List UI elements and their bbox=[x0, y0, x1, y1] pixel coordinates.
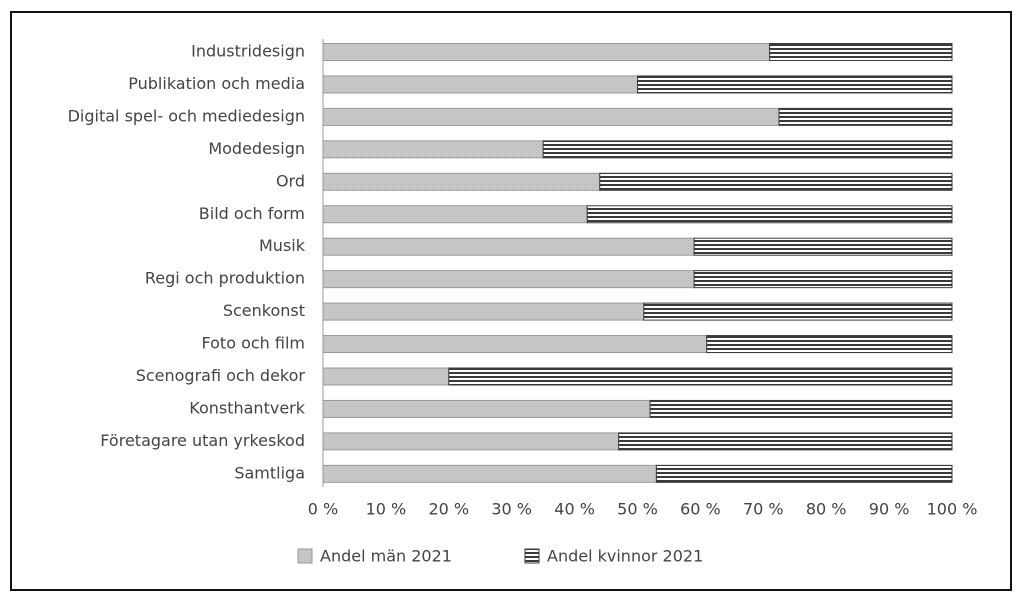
bar-segment bbox=[322, 367, 450, 386]
legend-label: Andel kvinnor 2021 bbox=[547, 547, 703, 566]
bar-segment bbox=[655, 464, 953, 483]
y-tick-label: Regi och produktion bbox=[145, 269, 305, 288]
x-tick-label: 0 % bbox=[308, 500, 338, 519]
bar-segment bbox=[599, 172, 953, 191]
x-tick-label: 90 % bbox=[869, 500, 910, 519]
y-tick-label: Bild och form bbox=[199, 204, 305, 223]
y-tick-label: Publikation och media bbox=[128, 74, 305, 93]
bar-segment bbox=[542, 140, 953, 159]
y-tick-label: Samtliga bbox=[234, 463, 305, 482]
bar-segment bbox=[322, 107, 780, 126]
bar-segment bbox=[322, 205, 588, 224]
legend-label: Andel män 2021 bbox=[320, 547, 452, 566]
bar-segment bbox=[322, 172, 601, 191]
legend-swatch bbox=[524, 548, 540, 564]
bar-segment bbox=[643, 302, 953, 321]
y-tick-label: Ord bbox=[276, 171, 305, 190]
bar-segment bbox=[778, 107, 953, 126]
bar-segment bbox=[322, 335, 708, 354]
y-tick-label: Digital spel- och mediedesign bbox=[68, 106, 305, 125]
y-tick-label: Foto och film bbox=[202, 334, 306, 353]
bar-segment bbox=[322, 464, 657, 483]
bar-segment bbox=[586, 205, 953, 224]
bar-segment bbox=[322, 432, 620, 451]
bar-segment bbox=[706, 335, 953, 354]
bar-segment bbox=[618, 432, 953, 451]
y-tick-label: Konsthantverk bbox=[189, 398, 305, 417]
bar-segment bbox=[322, 237, 695, 256]
x-tick-label: 60 % bbox=[680, 500, 721, 519]
x-tick-label: 50 % bbox=[617, 500, 658, 519]
x-tick-label: 10 % bbox=[366, 500, 407, 519]
x-tick-label: 100 % bbox=[927, 500, 978, 519]
bar-segment bbox=[322, 270, 695, 289]
y-tick-label: Scenkonst bbox=[223, 301, 305, 320]
bar-segment bbox=[322, 399, 651, 418]
bar-segment bbox=[322, 43, 771, 61]
bar-segment bbox=[769, 43, 953, 61]
x-tick-label: 70 % bbox=[743, 500, 784, 519]
x-tick-label: 20 % bbox=[428, 500, 469, 519]
x-tick-label: 40 % bbox=[554, 500, 595, 519]
bar-segment bbox=[322, 302, 645, 321]
y-tick-label: Modedesign bbox=[208, 139, 305, 158]
bar-segment bbox=[322, 140, 544, 159]
y-tick-label: Företagare utan yrkeskod bbox=[100, 431, 305, 450]
y-tick-label: Industridesign bbox=[191, 42, 305, 61]
bar-segment bbox=[637, 75, 953, 94]
bar-segment bbox=[322, 75, 638, 94]
x-tick-label: 80 % bbox=[806, 500, 847, 519]
legend-swatch bbox=[297, 548, 313, 564]
bar-segment bbox=[693, 237, 953, 256]
bar-segment bbox=[448, 367, 953, 386]
y-tick-label: Musik bbox=[259, 236, 306, 255]
x-tick-label: 30 % bbox=[491, 500, 532, 519]
bar-segment bbox=[693, 270, 953, 289]
y-tick-label: Scenografi och dekor bbox=[136, 366, 306, 385]
bar-segment bbox=[649, 399, 953, 418]
